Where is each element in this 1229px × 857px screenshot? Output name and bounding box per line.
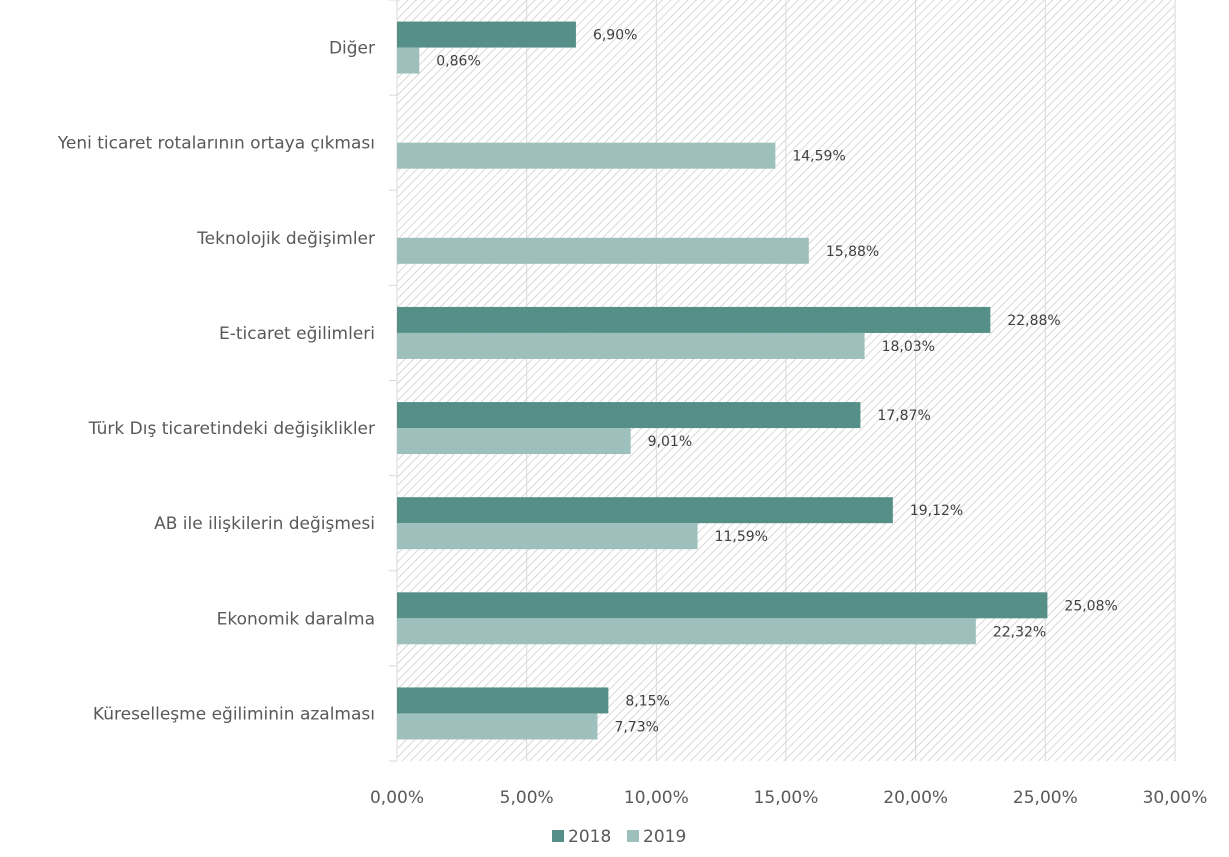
category-label-4: Türk Dış ticaretindeki değişiklikler <box>88 419 375 439</box>
category-label-2: Teknolojik değişimler <box>196 229 375 249</box>
data-label-series-2019-cat-1: 14,59% <box>792 149 845 165</box>
x-tick-label-0: 0,00% <box>370 788 424 808</box>
category-ticks <box>389 0 397 762</box>
bar-series-2019-cat-7 <box>397 713 598 740</box>
data-label-series-2019-cat-5: 11,59% <box>715 529 768 545</box>
x-tick-label-2: 10,00% <box>624 788 689 808</box>
bar-series-2018-cat-6 <box>397 592 1048 619</box>
gridlines <box>396 0 1176 761</box>
bar-series-2018-cat-7 <box>397 687 609 714</box>
x-tick-label-3: 15,00% <box>754 788 819 808</box>
data-label-series-2019-cat-7: 7,73% <box>614 719 658 735</box>
bar-series-2019-cat-4 <box>397 428 631 455</box>
data-label-series-2018-cat-7: 8,15% <box>625 693 669 709</box>
bars <box>397 21 1048 740</box>
data-label-series-2019-cat-0: 0,86% <box>436 54 480 70</box>
bar-series-2019-cat-5 <box>397 523 698 550</box>
bar-series-2018-cat-5 <box>397 497 893 524</box>
bar-series-2019-cat-2 <box>397 237 809 264</box>
data-label-series-2019-cat-6: 22,32% <box>993 624 1046 640</box>
data-label-series-2018-cat-5: 19,12% <box>910 503 963 519</box>
bar-series-2019-cat-3 <box>397 332 865 359</box>
category-label-7: Küreselleşme eğiliminin azalması <box>93 704 375 724</box>
bar-series-2018-cat-0 <box>397 21 576 48</box>
bar-series-2018-cat-4 <box>397 402 861 429</box>
x-tick-labels: 0,00% 5,00% 10,00% 15,00% 20,00% 25,00% 30,00% <box>370 788 1207 808</box>
category-labels: Diğer Yeni ticaret rotalarının ortaya çık… <box>57 39 375 725</box>
data-label-series-2019-cat-2: 15,88% <box>826 244 879 260</box>
bar-series-2019-cat-1 <box>397 142 776 169</box>
data-label-series-2019-cat-3: 18,03% <box>882 339 935 355</box>
bar-series-2019-cat-6 <box>397 618 976 645</box>
bar-series-2019-cat-0 <box>397 47 420 74</box>
category-label-6: Ekonomik daralma <box>217 609 375 629</box>
data-label-series-2018-cat-0: 6,90% <box>593 28 637 44</box>
data-label-series-2018-cat-6: 25,08% <box>1064 598 1117 614</box>
category-label-5: AB ile ilişkilerin değişmesi <box>154 514 375 534</box>
x-tick-label-1: 5,00% <box>500 788 554 808</box>
legend: 2018 2019 <box>552 827 686 847</box>
x-tick-label-5: 25,00% <box>1013 788 1078 808</box>
category-label-1: Yeni ticaret rotalarının ortaya çıkması <box>57 134 375 154</box>
data-label-series-2019-cat-4: 9,01% <box>648 434 692 450</box>
legend-label-2018: 2018 <box>568 827 611 847</box>
data-label-series-2018-cat-3: 22,88% <box>1007 313 1060 329</box>
data-label-series-2018-cat-4: 17,87% <box>877 408 930 424</box>
data-labels: 6,90% 0,86% 14,59% 15,88% 22,88% 18,03% 17,87%… <box>436 28 1117 736</box>
x-tick-label-6: 30,00% <box>1143 788 1208 808</box>
bar-series-2018-cat-3 <box>397 306 991 333</box>
category-label-0: Diğer <box>329 39 375 59</box>
category-label-3: E-ticaret eğilimleri <box>219 324 375 344</box>
legend-swatch-2018 <box>552 830 564 842</box>
x-tick-label-4: 20,00% <box>883 788 948 808</box>
legend-swatch-2019 <box>627 830 639 842</box>
legend-label-2019: 2019 <box>643 827 686 847</box>
